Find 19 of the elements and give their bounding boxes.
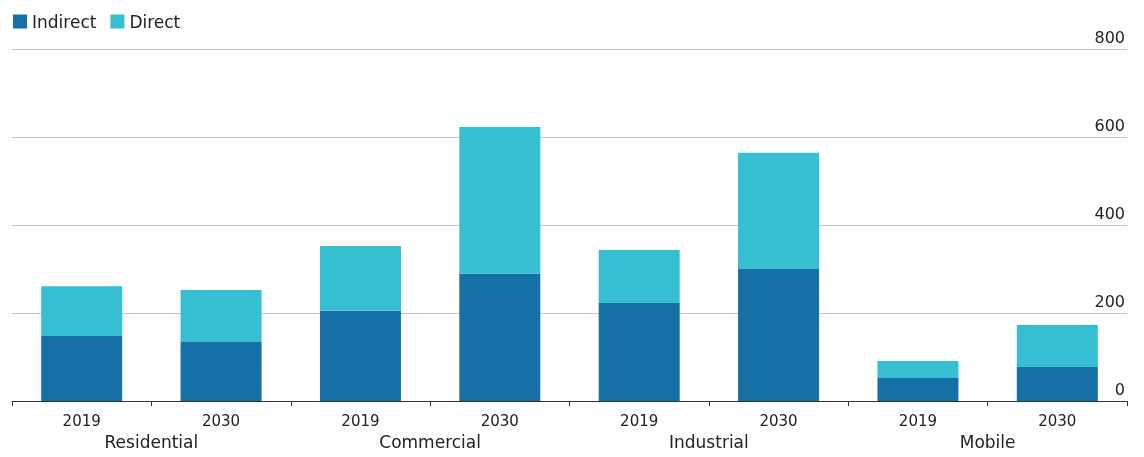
text: Industrial (669, 431, 749, 452)
y-tick-label: 600 (1094, 115, 1125, 135)
x-tick-label: 2030 (759, 411, 798, 430)
text: Mobile (959, 431, 1016, 452)
y-tick-label: 200 (1094, 291, 1125, 311)
x-tick-label: 2030 (1038, 411, 1077, 430)
x-tick-label: 2019 (341, 411, 380, 430)
x-tick-label: 2019 (898, 411, 938, 430)
y-tick-label: 0 (1114, 379, 1125, 399)
y-tick-label: 800 (1094, 27, 1125, 47)
y-tick-label: 400 (1094, 203, 1125, 223)
text: Commercial (379, 431, 481, 452)
legend-label: Direct (129, 11, 181, 32)
x-tick-label: 2030 (480, 411, 519, 430)
x-tick-label: 2019 (62, 411, 101, 430)
x-tick-label: 2019 (620, 411, 659, 430)
legend-label: Indirect (32, 11, 97, 32)
x-tick-label: 2030 (201, 411, 241, 430)
text: Residential (104, 431, 199, 452)
